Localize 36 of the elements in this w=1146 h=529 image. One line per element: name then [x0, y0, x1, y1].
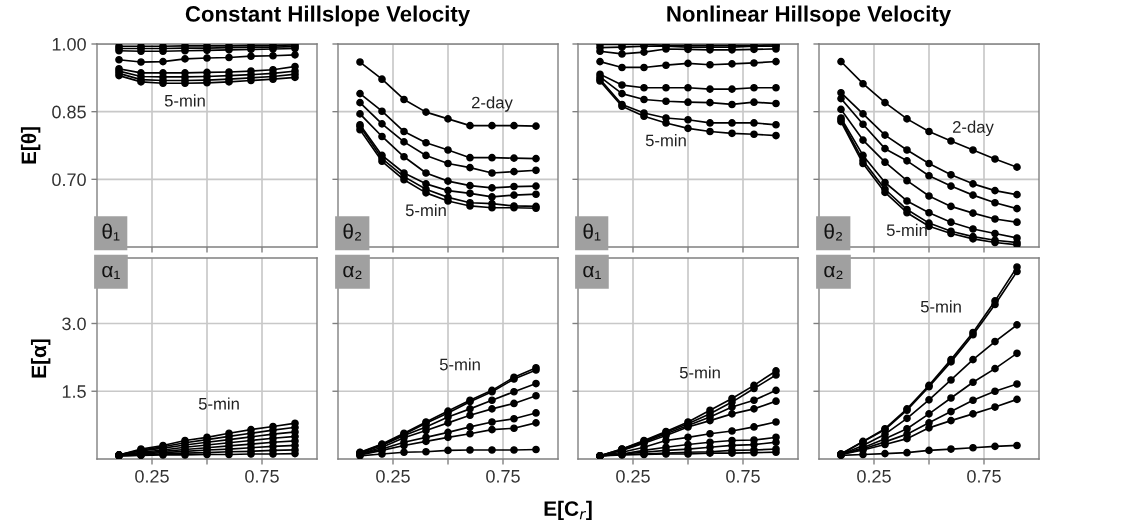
x-tick-label: 0.75 — [245, 469, 279, 483]
y-tick-label: 0.85 — [52, 105, 86, 119]
y-axis-title: E[θ] — [20, 127, 41, 164]
annotation: θ₂ — [343, 223, 362, 241]
series-label: 5-min — [679, 366, 720, 379]
y-tick-label: 0.70 — [52, 173, 86, 187]
annotation: α₁ — [583, 265, 601, 279]
series-label: 5-min — [920, 300, 961, 313]
annotation: θ₂ — [824, 223, 843, 241]
y-tick-label: 1.00 — [52, 37, 86, 51]
series-label: 5-min — [645, 134, 686, 147]
series-label: 2-day — [471, 96, 513, 112]
series-label: 5-min — [164, 94, 205, 107]
annotation: θ₁ — [102, 223, 120, 241]
x-axis-title: E[C$_{r}$] — [544, 500, 592, 521]
series-label: 2-day — [952, 120, 994, 137]
annotation: θ₁ — [583, 223, 601, 241]
x-tick-label: 0.75 — [486, 469, 520, 483]
x-tick-label: 0.25 — [376, 469, 410, 483]
chart-title: Constant Hillslope Velocity — [185, 5, 471, 27]
x-tick-label: 0.25 — [616, 469, 650, 483]
series-label: 5-min — [886, 223, 927, 237]
y-axis-title: E[α] — [30, 339, 51, 378]
x-tick-label: 0.75 — [967, 469, 1001, 483]
series-label: 5-min — [439, 358, 480, 371]
x-tick-label: 0.25 — [857, 469, 891, 483]
series-label: 5-min — [405, 203, 446, 217]
y-tick-label: 1.5 — [62, 385, 86, 398]
annotation: α₂ — [343, 265, 362, 279]
chart-title: Nonlinear Hillsope Velocity — [667, 5, 952, 27]
x-tick-label: 0.25 — [135, 469, 169, 483]
annotation: α₂ — [824, 265, 843, 279]
annotation: α₁ — [102, 265, 120, 279]
y-tick-label: 3.0 — [62, 317, 86, 331]
series-label: 5-min — [198, 397, 239, 410]
x-tick-label: 0.75 — [726, 469, 760, 483]
